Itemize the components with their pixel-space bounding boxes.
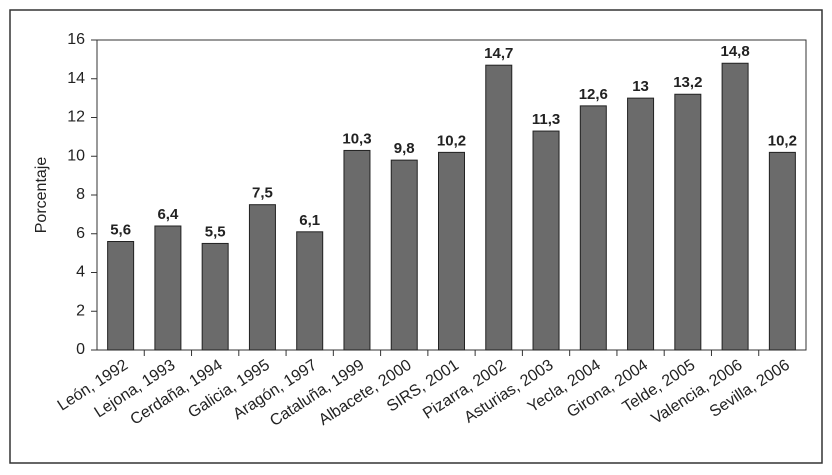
value-label: 12,6 bbox=[579, 86, 608, 103]
bar bbox=[154, 225, 182, 351]
bar bbox=[627, 97, 655, 351]
y-tick-label: 14 bbox=[67, 70, 85, 87]
y-axis-label: Porcentaje bbox=[33, 157, 50, 234]
value-label: 6,4 bbox=[157, 206, 179, 223]
bar bbox=[248, 204, 276, 351]
y-tick-label: 4 bbox=[76, 264, 85, 281]
value-label: 10,2 bbox=[768, 132, 797, 149]
value-label: 7,5 bbox=[252, 185, 273, 202]
bar bbox=[674, 93, 702, 351]
value-label: 5,6 bbox=[110, 221, 131, 238]
value-label: 6,1 bbox=[299, 212, 320, 229]
y-tick-label: 2 bbox=[76, 302, 85, 319]
y-tick-label: 0 bbox=[76, 341, 85, 358]
frame bbox=[9, 9, 823, 464]
value-label: 14,7 bbox=[484, 45, 513, 62]
y-tick-label: 16 bbox=[67, 31, 85, 48]
bar bbox=[532, 130, 560, 351]
value-label: 5,5 bbox=[205, 223, 226, 240]
y-tick-label: 10 bbox=[67, 147, 85, 164]
bar bbox=[201, 242, 229, 351]
value-label: 11,3 bbox=[532, 111, 560, 128]
value-label: 13,2 bbox=[673, 74, 702, 91]
bar bbox=[438, 151, 465, 351]
bar bbox=[343, 149, 371, 351]
bar bbox=[296, 231, 324, 351]
value-label: 14,8 bbox=[720, 43, 749, 60]
bar bbox=[721, 62, 749, 351]
value-label: 13 bbox=[632, 78, 649, 95]
y-tick-label: 8 bbox=[76, 186, 85, 203]
bar bbox=[107, 241, 135, 351]
bar bbox=[390, 159, 418, 351]
bar bbox=[579, 105, 607, 351]
x-tick-label: Sevilla, 2006 bbox=[707, 357, 793, 421]
y-tick-label: 12 bbox=[67, 109, 85, 126]
bar bbox=[485, 64, 513, 351]
bar bbox=[768, 151, 796, 351]
value-label: 10,3 bbox=[342, 130, 371, 147]
value-label: 10,2 bbox=[437, 132, 466, 149]
value-label: 9,8 bbox=[394, 140, 415, 157]
y-tick-label: 6 bbox=[76, 225, 85, 242]
